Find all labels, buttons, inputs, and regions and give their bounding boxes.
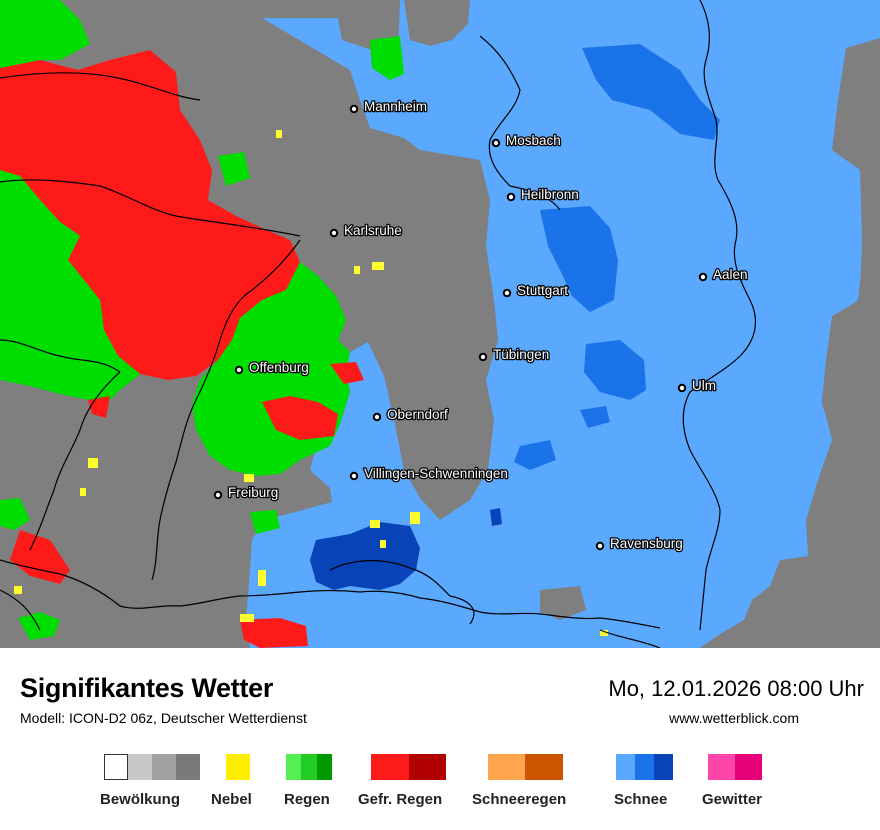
city-label: Oberndorf (387, 407, 448, 422)
legend-swatch (176, 754, 200, 780)
legend-swatch (226, 754, 250, 780)
legend-swatch (317, 754, 332, 780)
legend-label-rain: Regen (284, 791, 330, 808)
city-dot (351, 473, 357, 479)
city-dot (331, 230, 337, 236)
city-dot (597, 543, 603, 549)
city-label: Ravensburg (610, 536, 683, 551)
weather-map: Mannheim Mosbach Heilbronn Karlsruhe Aal… (0, 0, 880, 648)
city-dot (374, 414, 380, 420)
legend-label-fog: Nebel (211, 791, 252, 808)
legend-label-cloud: Bewölkung (100, 791, 180, 808)
legend-swatches-snow (616, 754, 673, 780)
city-label: Ulm (692, 378, 716, 393)
legend-swatches-thunderstorm (708, 754, 762, 780)
city-dot (508, 194, 514, 200)
city-dot (504, 290, 510, 296)
legend-swatches-sleet (488, 754, 563, 780)
city-dot (679, 385, 685, 391)
legend-swatch (104, 754, 128, 780)
legend-label-freezing-rain: Gefr. Regen (358, 791, 442, 808)
website-link[interactable]: www.wetterblick.com (669, 710, 799, 726)
legend-swatch (152, 754, 176, 780)
city-dot (700, 274, 706, 280)
legend-swatch (371, 754, 409, 780)
legend-label-sleet: Schneeregen (472, 791, 566, 808)
city-label: Tübingen (493, 347, 549, 362)
city-label: Karlsruhe (344, 223, 402, 238)
legend-swatch (654, 754, 673, 780)
legend-swatch (616, 754, 635, 780)
city-label: Villingen-Schwenningen (364, 466, 508, 481)
legend-swatches-rain (286, 754, 332, 780)
city-dot (236, 367, 242, 373)
city-dot (351, 106, 357, 112)
city-label: Mannheim (364, 99, 427, 114)
legend-swatch (488, 754, 525, 780)
city-label: Offenburg (249, 360, 309, 375)
city-dot (215, 492, 221, 498)
legend-label-thunderstorm: Gewitter (702, 791, 762, 808)
model-info: Modell: ICON-D2 06z, Deutscher Wetterdie… (20, 710, 307, 726)
legend-swatch (525, 754, 563, 780)
legend-label-snow: Schnee (614, 791, 667, 808)
city-label: Freiburg (228, 485, 278, 500)
legend-swatch (708, 754, 735, 780)
legend-swatch (735, 754, 762, 780)
legend-swatches-freezing-rain (371, 754, 446, 780)
forecast-datetime: Mo, 12.01.2026 08:00 Uhr (608, 676, 864, 702)
legend-swatch (301, 754, 317, 780)
legend-swatch (409, 754, 446, 780)
city-label: Mosbach (506, 133, 561, 148)
map-title: Signifikantes Wetter (20, 673, 273, 704)
city-marker: Ravensburg (597, 536, 683, 551)
city-marker: Villingen-Schwenningen (351, 466, 508, 481)
city-label: Heilbronn (521, 187, 579, 202)
legend-swatch (635, 754, 654, 780)
legend-swatches-fog (226, 754, 250, 780)
legend-swatch (286, 754, 301, 780)
legend-swatch (128, 754, 152, 780)
city-dot (480, 354, 486, 360)
city-label: Stuttgart (517, 283, 568, 298)
map-footer: Signifikantes Wetter Modell: ICON-D2 06z… (0, 648, 880, 830)
city-label: Aalen (713, 267, 748, 282)
city-dot (493, 140, 499, 146)
legend-swatches-cloud (104, 754, 200, 780)
